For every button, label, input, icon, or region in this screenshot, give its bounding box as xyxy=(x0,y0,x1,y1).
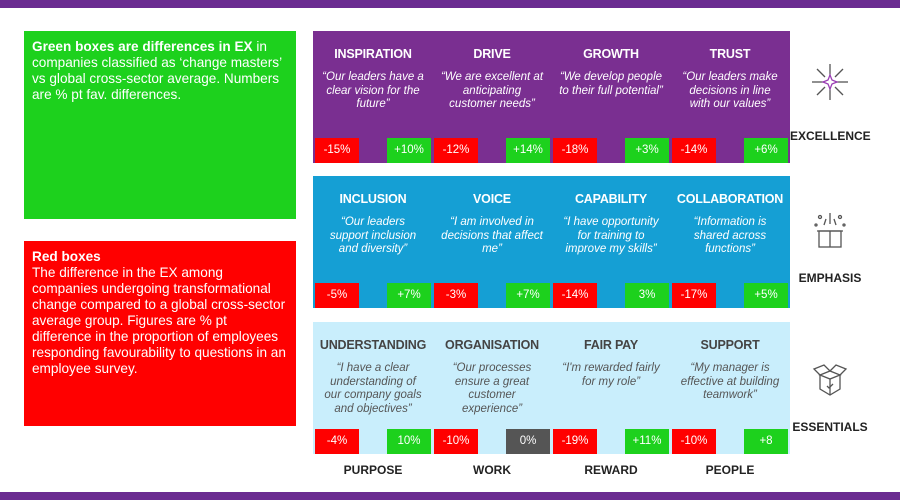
red-difference: -18% xyxy=(553,138,597,163)
card-quote: “Our processes ensure a great customer e… xyxy=(452,362,532,415)
card-title: VOICE xyxy=(473,192,511,206)
card-inspiration: INSPIRATION “Our leaders have a clear vi… xyxy=(313,31,433,163)
card-title: GROWTH xyxy=(583,47,639,61)
card-quote: “My manager is effective at building tea… xyxy=(680,362,780,401)
card-fair-pay: FAIR PAY “I'm rewarded fairly for my rol… xyxy=(551,322,671,454)
green-difference: 3% xyxy=(625,283,669,308)
red-difference: -3% xyxy=(434,283,478,308)
card-trust: TRUST “Our leaders make decisions in lin… xyxy=(670,31,790,163)
card-title: INCLUSION xyxy=(339,192,407,206)
card-growth: GROWTH “We develop people to their full … xyxy=(551,31,671,163)
card-title: INSPIRATION xyxy=(334,47,412,61)
red-difference: -10% xyxy=(672,429,716,454)
open-box-icon xyxy=(806,353,854,401)
green-difference: +8 xyxy=(744,429,788,454)
card-quote: “I am involved in decisions that affect … xyxy=(441,216,543,255)
green-difference: +11% xyxy=(625,429,669,454)
red-difference: -10% xyxy=(434,429,478,454)
red-difference: -4% xyxy=(315,429,359,454)
card-understanding: UNDERSTANDING “I have a clear understand… xyxy=(313,322,433,454)
card-title: FAIR PAY xyxy=(584,338,638,352)
card-quote: “Our leaders make decisions in line with… xyxy=(682,71,778,110)
green-difference: +7% xyxy=(506,283,550,308)
card-title: TRUST xyxy=(709,47,751,61)
card-title: COLLABORATION xyxy=(676,192,784,206)
card-quote: “I have a clear understanding of our com… xyxy=(324,362,422,415)
card-title: UNDERSTANDING xyxy=(319,338,427,352)
card-collaboration: COLLABORATION “Information is shared acr… xyxy=(670,176,790,308)
green-difference: +14% xyxy=(506,138,550,163)
card-quote: “We develop people to their full potenti… xyxy=(559,71,663,97)
red-difference: -17% xyxy=(672,283,716,308)
column-label-people: PEOPLE xyxy=(705,463,755,477)
red-legend-heading: Red boxes xyxy=(32,249,101,264)
card-title: ORGANISATION xyxy=(445,338,539,352)
card-capability: CAPABILITY “I have opportunity for train… xyxy=(551,176,671,308)
card-title: SUPPORT xyxy=(700,338,760,352)
row-label-essentials: ESSENTIALS xyxy=(792,420,868,434)
red-difference: -12% xyxy=(434,138,478,163)
green-difference: 10% xyxy=(387,429,431,454)
card-quote: “Our leaders have a clear vision for the… xyxy=(322,71,424,110)
card-voice: VOICE “I am involved in decisions that a… xyxy=(432,176,552,308)
card-title: CAPABILITY xyxy=(574,192,648,206)
green-difference: +5% xyxy=(744,283,788,308)
column-label-purpose: PURPOSE xyxy=(343,463,403,477)
bottom-accent-bar xyxy=(0,492,900,500)
card-title: DRIVE xyxy=(473,47,511,61)
red-difference: -19% xyxy=(553,429,597,454)
red-legend-text: The difference in the EX among companies… xyxy=(32,265,286,376)
red-difference: -5% xyxy=(315,283,359,308)
green-difference: +3% xyxy=(625,138,669,163)
neutral-difference: 0% xyxy=(506,429,550,454)
row-label-excellence: EXCELLENCE xyxy=(790,129,871,143)
card-support: SUPPORT “My manager is effective at buil… xyxy=(670,322,790,454)
card-quote: “I'm rewarded fairly for my role” xyxy=(562,362,660,388)
top-accent-bar xyxy=(0,0,900,8)
red-difference: -14% xyxy=(553,283,597,308)
red-difference: -14% xyxy=(672,138,716,163)
gift-box-icon xyxy=(806,205,854,253)
red-legend-box: Red boxes The difference in the EX among … xyxy=(24,241,296,426)
card-organisation: ORGANISATION “Our processes ensure a gre… xyxy=(432,322,552,454)
green-difference: +7% xyxy=(387,283,431,308)
row-label-emphasis: EMPHASIS xyxy=(798,271,862,285)
green-legend-heading: Green boxes are differences in EX xyxy=(32,39,253,54)
sparkle-icon xyxy=(806,58,854,106)
column-label-reward: REWARD xyxy=(584,463,638,477)
green-legend-text: in companies classified as ‘change maste… xyxy=(32,39,282,102)
card-quote: “We are excellent at anticipating custom… xyxy=(440,71,544,110)
card-inclusion: INCLUSION “Our leaders support inclusion… xyxy=(313,176,433,308)
green-difference: +6% xyxy=(744,138,788,163)
column-label-work: WORK xyxy=(473,463,511,477)
card-drive: DRIVE “We are excellent at anticipating … xyxy=(432,31,552,163)
card-quote: “Our leaders support inclusion and diver… xyxy=(329,216,417,255)
card-quote: “Information is shared across functions” xyxy=(693,216,767,255)
card-quote: “I have opportunity for training to impr… xyxy=(563,216,659,255)
green-legend-box: Green boxes are differences in EX in com… xyxy=(24,31,296,219)
green-difference: +10% xyxy=(387,138,431,163)
red-difference: -15% xyxy=(315,138,359,163)
